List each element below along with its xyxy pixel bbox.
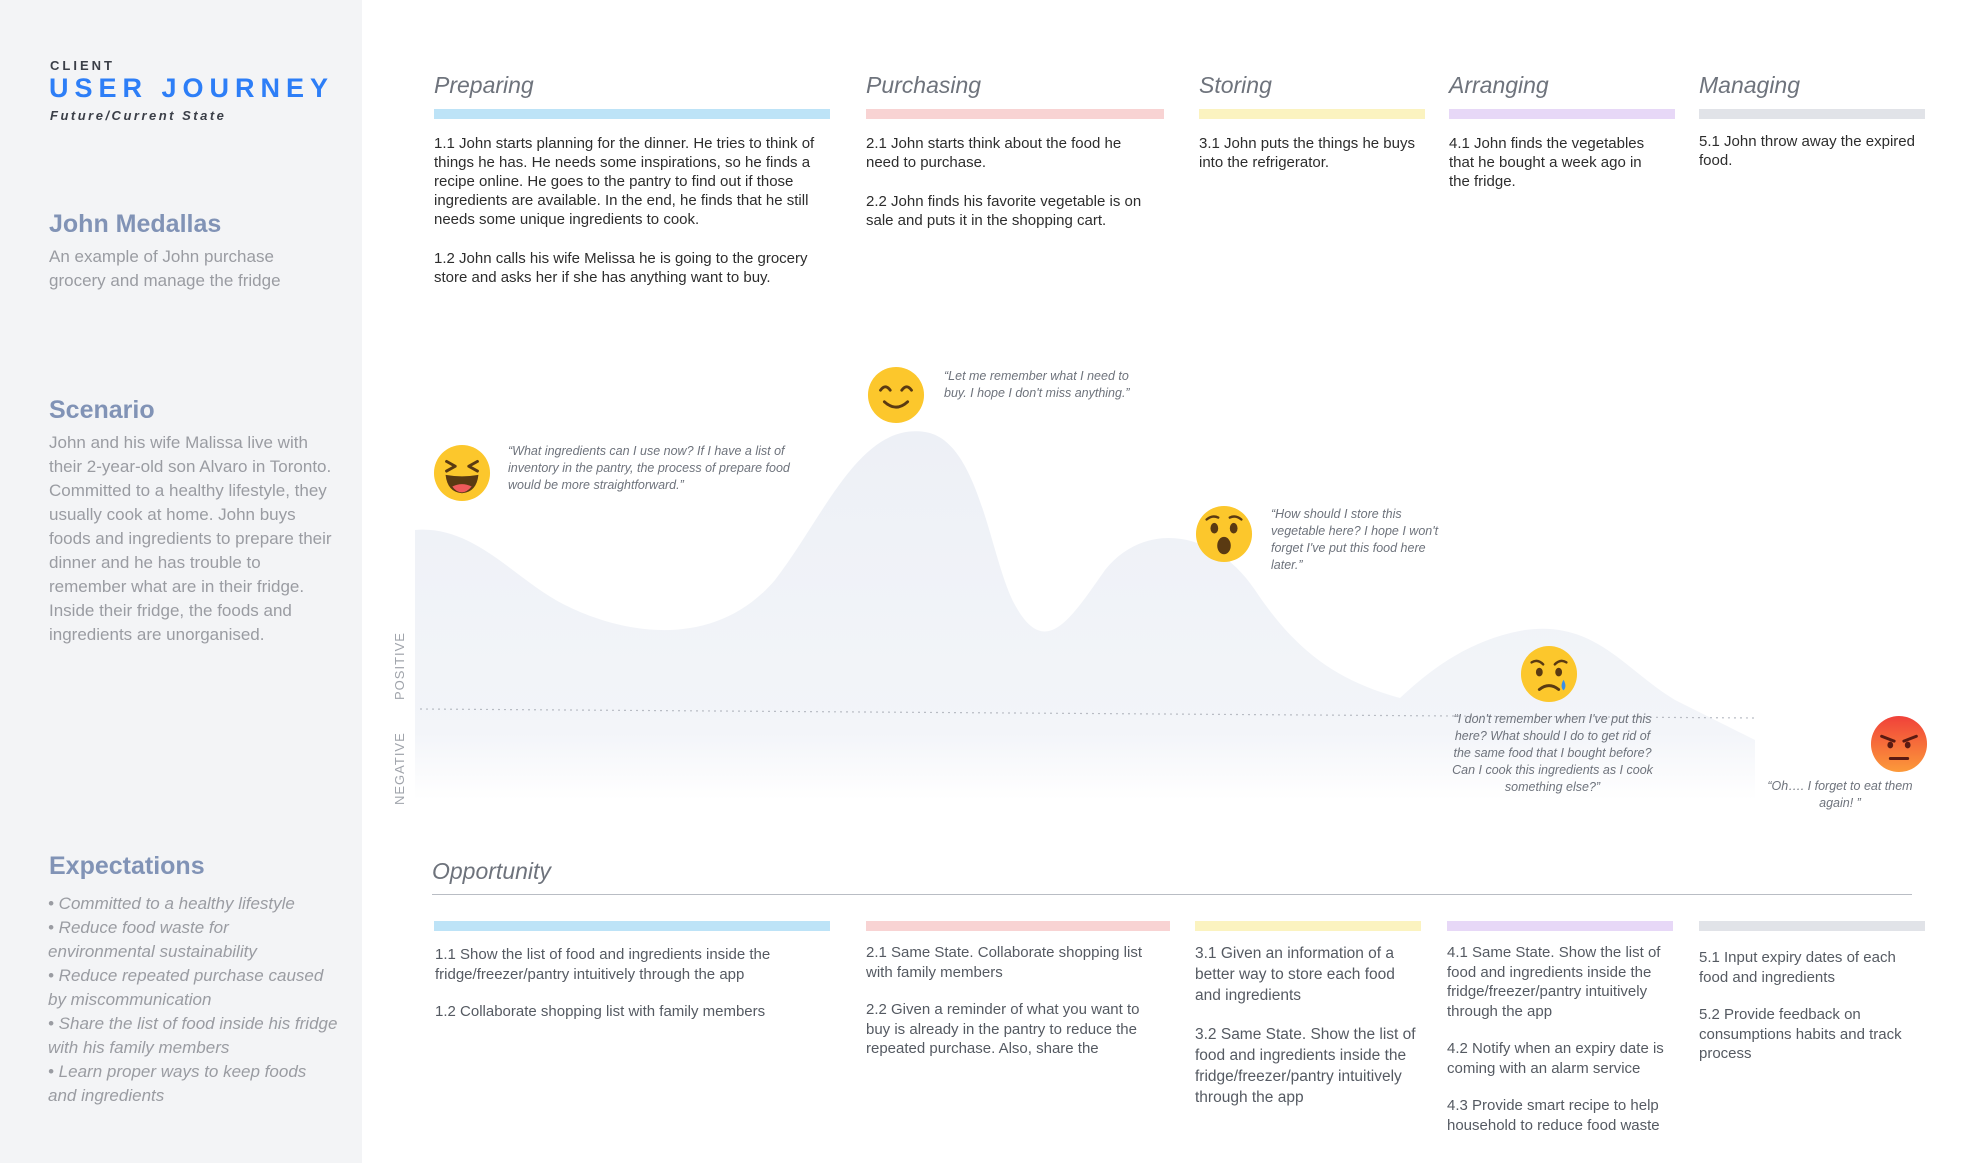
opportunity-item: 2.2 Given a reminder of what you want to…: [866, 1001, 1140, 1057]
step-1-2: 1.2 John calls his wife Melissa he is go…: [434, 250, 808, 286]
opportunity-bar-purchasing: [866, 921, 1170, 931]
opportunity-bar-arranging: [1447, 921, 1673, 931]
stage-bar-preparing: [434, 109, 830, 119]
axis-label-negative: NEGATIVE: [392, 732, 407, 805]
stage-steps-storing: 3.1 John puts the things he buys into th…: [1199, 134, 1429, 192]
opportunity-item: 4.1 Same State. Show the list of food an…: [1447, 944, 1661, 1020]
opportunity-item: 5.2 Provide feedback on consumptions hab…: [1699, 1006, 1902, 1062]
opportunity-item: 2.1 Same State. Collaborate shopping lis…: [866, 944, 1142, 981]
expectation-item: • Reduce food waste for environmental su…: [48, 918, 257, 961]
expectations-heading: Expectations: [49, 852, 205, 880]
persona-description: An example of John purchase grocery and …: [49, 247, 281, 290]
emotion-curve-area: [415, 431, 1755, 800]
step-2-2: 2.2 John finds his favorite vegetable is…: [866, 193, 1142, 229]
opportunity-item: 3.1 Given an information of a better way…: [1195, 945, 1395, 1004]
stage-bar-storing: [1199, 109, 1425, 119]
expectation-item: • Committed to a healthy lifestyle: [48, 894, 295, 913]
opportunity-bar-storing: [1195, 921, 1421, 931]
expectations-list: • Committed to a healthy lifestyle • Red…: [48, 892, 338, 1108]
axis-label-positive: POSITIVE: [392, 632, 407, 700]
emotion-quote-purchasing: “Let me remember what I need to buy. I h…: [944, 369, 1130, 400]
sidebar: CLIENT USER JOURNEY Future/Current State…: [0, 0, 362, 1163]
expectation-item: • Reduce repeated purchase caused by mis…: [48, 966, 324, 1009]
expectation-item: • Learn proper ways to keep foods and in…: [48, 1062, 307, 1105]
step-2-1: 2.1 John starts think about the food he …: [866, 135, 1122, 171]
opportunity-bar-managing: [1699, 921, 1925, 931]
page-title: USER JOURNEY: [49, 73, 335, 103]
stage-title-storing: Storing: [1199, 72, 1272, 98]
stage-steps-preparing: 1.1 John starts planning for the dinner.…: [434, 134, 834, 307]
stage-title-preparing: Preparing: [434, 72, 534, 98]
opportunity-column-managing: 5.1 Input expiry dates of each food and …: [1699, 948, 1924, 1082]
opportunity-item: 1.2 Collaborate shopping list with famil…: [435, 1003, 766, 1020]
opportunity-column-arranging: 4.1 Same State. Show the list of food an…: [1447, 943, 1677, 1153]
emotion-quote-preparing: “What ingredients can I use now? If I ha…: [508, 444, 790, 492]
client-label: CLIENT: [50, 58, 115, 73]
step-3-1: 3.1 John puts the things he buys into th…: [1199, 135, 1415, 171]
scenario-text: John and his wife Malissa live with thei…: [49, 433, 332, 644]
emotion-curve: [415, 431, 1756, 800]
stage-bar-managing: [1699, 109, 1925, 119]
opportunity-bar-preparing: [434, 921, 830, 931]
opportunity-column-preparing: 1.1 Show the list of food and ingredient…: [435, 945, 835, 1040]
angry-face-icon: [1870, 715, 1928, 773]
opportunity-column-purchasing: 2.1 Same State. Collaborate shopping lis…: [866, 943, 1166, 1077]
stage-steps-arranging: 4.1 John finds the vegetables that he bo…: [1449, 134, 1664, 211]
opportunity-item: 3.2 Same State. Show the list of food an…: [1195, 1026, 1416, 1106]
emotion-quote-managing: “Oh…. I forget to eat them again! ”: [1767, 779, 1913, 810]
opportunity-item: 5.1 Input expiry dates of each food and …: [1699, 949, 1896, 986]
state-label: Future/Current State: [50, 108, 227, 123]
opportunity-column-storing: 3.1 Given an information of a better way…: [1195, 943, 1420, 1126]
emotion-quote-arranging: “I don't remember when I've put this her…: [1452, 712, 1653, 794]
opportunity-heading: Opportunity: [432, 858, 551, 884]
step-1-1: 1.1 John starts planning for the dinner.…: [434, 135, 815, 228]
surprised-face-icon: [1195, 505, 1253, 563]
stage-bar-purchasing: [866, 109, 1164, 119]
expectation-item: • Share the list of food inside his frid…: [48, 1014, 338, 1057]
opportunity-item: 1.1 Show the list of food and ingredient…: [435, 946, 771, 983]
persona-name: John Medallas: [49, 210, 222, 238]
neutral-line: [419, 708, 1756, 719]
emotion-quote-storing: “How should I store this vegetable here?…: [1271, 507, 1439, 572]
step-4-1: 4.1 John finds the vegetables that he bo…: [1449, 135, 1645, 190]
stage-title-purchasing: Purchasing: [866, 72, 982, 98]
opportunity-item: 4.3 Provide smart recipe to help househo…: [1447, 1097, 1660, 1134]
opportunity-divider: [432, 894, 1912, 895]
step-5-1: 5.1 John throw away the expired food.: [1699, 133, 1915, 169]
stage-steps-managing: 5.1 John throw away the expired food.: [1699, 132, 1929, 190]
scenario-heading: Scenario: [49, 396, 155, 424]
stage-steps-purchasing: 2.1 John starts think about the food he …: [866, 134, 1156, 250]
stage-bar-arranging: [1449, 109, 1675, 119]
stage-title-arranging: Arranging: [1449, 72, 1549, 98]
opportunity-item: 4.2 Notify when an expiry date is coming…: [1447, 1040, 1664, 1077]
sad-face-icon: [1520, 645, 1578, 703]
smiling-face-icon: [867, 366, 925, 424]
laughing-face-icon: [433, 444, 491, 502]
stage-title-managing: Managing: [1699, 72, 1801, 98]
